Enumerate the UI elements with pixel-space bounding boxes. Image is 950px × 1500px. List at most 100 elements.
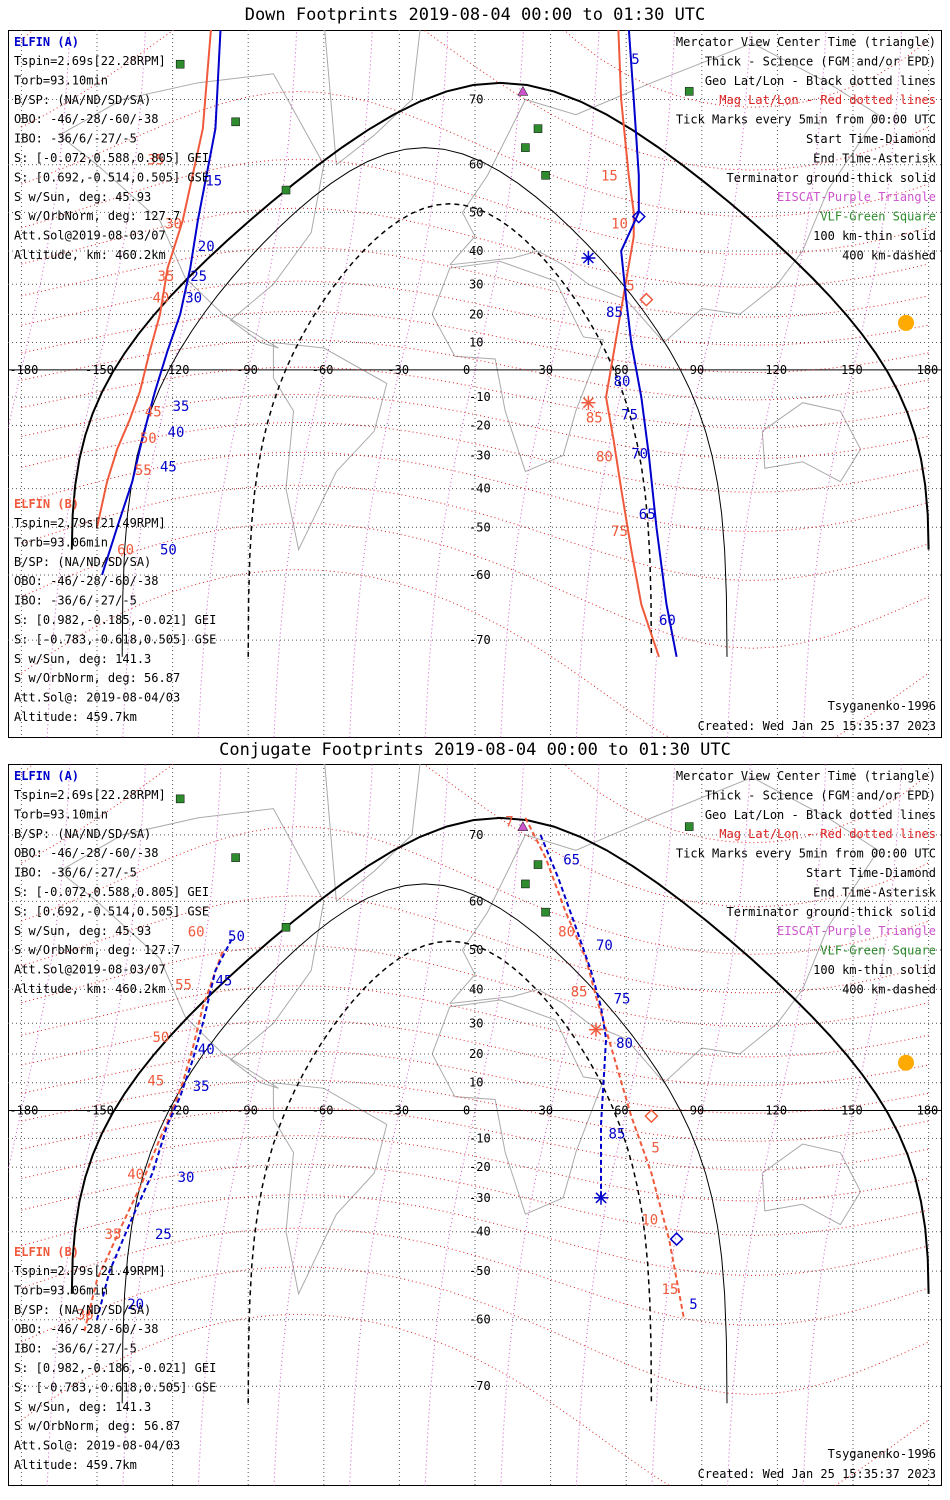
elfin-b-time-label: 35 bbox=[105, 1227, 122, 1243]
asterisk-stroke bbox=[590, 1024, 602, 1036]
elfin-b-time-label: 45 bbox=[145, 405, 162, 421]
elfin-a-time-label: 80 bbox=[614, 374, 631, 390]
lon-tick-label: 90 bbox=[690, 363, 704, 377]
eiscat-station-marker bbox=[517, 85, 529, 96]
elfin-a-time-label: 30 bbox=[178, 1170, 195, 1186]
mag-lat-line bbox=[21, 366, 929, 429]
elfin-b-time-label: 60 bbox=[188, 925, 205, 941]
elfin-a-info-line: Att.Sol@2019-08-03/07 bbox=[14, 963, 166, 977]
mag-lat-line bbox=[21, 1050, 929, 1114]
legend-line: End Time-Asterisk bbox=[813, 885, 937, 899]
terminator-100km bbox=[121, 883, 728, 1404]
elfin-b-time-label: 55 bbox=[175, 977, 192, 993]
eiscat-station-marker bbox=[517, 821, 529, 831]
conjugate-footprints-map: 70605040302010-10-20-30-40-50-60-70-180-… bbox=[8, 764, 942, 1486]
created-label: Created: Wed Jan 25 15:35:37 2023 bbox=[698, 719, 936, 733]
elfin-b-end-asterisk bbox=[588, 1022, 603, 1037]
mag-lat-line bbox=[21, 30, 929, 171]
elfin-b-header: ELFIN (B) bbox=[14, 497, 79, 511]
continent-outline bbox=[761, 402, 862, 483]
lat-tick-label: 10 bbox=[469, 1076, 483, 1090]
panel-title-conjugate: Conjugate Footprints 2019-08-04 00:00 to… bbox=[219, 740, 731, 760]
elfin-b-end-asterisk bbox=[581, 395, 596, 410]
lat-tick-label: 30 bbox=[469, 1016, 483, 1030]
elfin-a-info-line: S: [-0.072,0.588,0.805] GEI bbox=[14, 885, 209, 899]
elfin-b-time-label: 60 bbox=[117, 542, 134, 558]
legend-line: Mag Lat/Lon - Red dotted lines bbox=[719, 93, 936, 107]
elfin-a-time-label: 25 bbox=[190, 269, 207, 285]
lon-tick-label: 60 bbox=[614, 1104, 628, 1118]
elfin-b-time-label: 75 bbox=[611, 524, 628, 540]
legend-line: Start Time-Diamond bbox=[806, 132, 936, 146]
elfin-a-header: ELFIN (A) bbox=[14, 769, 79, 783]
legend-line: Tick Marks every 5min from 00:00 UTC bbox=[676, 847, 936, 861]
elfin-b-info-line: B/SP: (NA/ND/SD/SA) bbox=[14, 1303, 151, 1317]
elfin-a-info-line: Att.Sol@2019-08-03/07 bbox=[14, 229, 166, 243]
elfin-a-time-label: 35 bbox=[173, 399, 190, 415]
lon-tick-label: -90 bbox=[236, 1104, 258, 1118]
continent-outline bbox=[58, 73, 325, 349]
elfin-b-info-line: Att.Sol@: 2019-08-04/03 bbox=[14, 1439, 180, 1453]
elfin-a-info-line: Torb=93.10min bbox=[14, 73, 108, 87]
asterisk-stroke bbox=[582, 252, 594, 264]
legend-line: Tick Marks every 5min from 00:00 UTC bbox=[676, 113, 936, 127]
elfin-a-time-label: 30 bbox=[185, 291, 202, 307]
elfin-a-time-label: 20 bbox=[127, 1297, 144, 1313]
continent-outline bbox=[449, 42, 879, 344]
elfin-a-time-label: 60 bbox=[659, 613, 676, 629]
vlf-station-marker bbox=[231, 117, 240, 127]
elfin-a-header: ELFIN (A) bbox=[14, 35, 79, 49]
lat-tick-label: 70 bbox=[469, 828, 483, 842]
elfin-a-info-line: IBO: -36/6/-27/-5 bbox=[14, 866, 137, 880]
sun-icon bbox=[898, 1054, 914, 1071]
lon-tick-label: 150 bbox=[841, 363, 863, 377]
model-label: Tsyganenko-1996 bbox=[828, 699, 936, 713]
vlf-station-marker bbox=[281, 922, 291, 932]
elfin-a-info-line: S: [0.692,-0.514,0.505] GSE bbox=[14, 904, 209, 918]
lat-tick-label: -30 bbox=[469, 1191, 491, 1205]
lon-tick-label: 120 bbox=[765, 1104, 787, 1118]
elfin-a-start-diamond bbox=[631, 209, 646, 224]
mag-lat-line bbox=[21, 826, 929, 955]
elfin-a-time-label: 5 bbox=[689, 1297, 697, 1313]
elfin-b-info-line: S w/Sun, deg: 141.3 bbox=[14, 1400, 151, 1414]
elfin-b-time-label: 50 bbox=[152, 1030, 169, 1046]
vlf-station-marker bbox=[521, 879, 530, 889]
elfin-b-track-west bbox=[96, 30, 212, 528]
vlf-station-marker bbox=[684, 822, 694, 831]
elfin-b-time-label: 55 bbox=[135, 463, 152, 479]
mag-lat-line bbox=[21, 207, 929, 288]
mag-lat-line bbox=[21, 246, 929, 318]
legend-line: Terminator ground-thick solid bbox=[726, 905, 936, 919]
elfin-a-info-line: S w/Sun, deg: 45.93 bbox=[14, 190, 151, 204]
elfin-b-start-diamond bbox=[644, 1109, 659, 1124]
terminator-400km bbox=[247, 203, 653, 657]
elfin-b-info-line: Torb=93.06min bbox=[14, 1283, 108, 1297]
elfin-b-info-line: IBO: -36/6/-27/-5 bbox=[14, 594, 137, 608]
legend-line: Start Time-Diamond bbox=[806, 866, 936, 880]
lat-tick-label: -70 bbox=[469, 633, 491, 647]
elfin-a-info-line: S w/Sun, deg: 45.93 bbox=[14, 924, 151, 938]
elfin-a-info-line: Altitude, km: 460.2km bbox=[14, 248, 166, 262]
elfin-a-time-label: 40 bbox=[198, 1042, 215, 1058]
vlf-station-marker bbox=[521, 143, 530, 152]
elfin-b-info-line: S w/OrbNorm, deg: 56.87 bbox=[14, 671, 180, 685]
lat-tick-label: -50 bbox=[469, 520, 491, 534]
elfin-b-info-line: IBO: -36/6/-27/-5 bbox=[14, 1342, 137, 1356]
lon-tick-label: -180 bbox=[9, 363, 38, 377]
elfin-a-time-label: 5 bbox=[631, 52, 639, 68]
elfin-b-time-label: 80 bbox=[558, 925, 575, 941]
lat-tick-label: 30 bbox=[469, 277, 483, 291]
legend-line: VLF-Green Square bbox=[820, 944, 936, 958]
mag-lat-line bbox=[21, 339, 929, 401]
continent-outline bbox=[324, 30, 421, 166]
continent-outline bbox=[272, 1082, 388, 1296]
elfin-b-time-label: 85 bbox=[571, 985, 588, 1001]
continent-outline bbox=[761, 1143, 862, 1226]
terminator-ground bbox=[70, 81, 930, 550]
lat-tick-label: -60 bbox=[469, 1313, 491, 1327]
elfin-b-info-line: OBO: -46/-28/-60/-38 bbox=[14, 574, 159, 588]
vlf-station-marker bbox=[684, 87, 694, 96]
elfin-b-time-label: 80 bbox=[596, 450, 613, 466]
elfin-a-info-line: Tspin=2.69s[22.28RPM] bbox=[14, 54, 166, 68]
